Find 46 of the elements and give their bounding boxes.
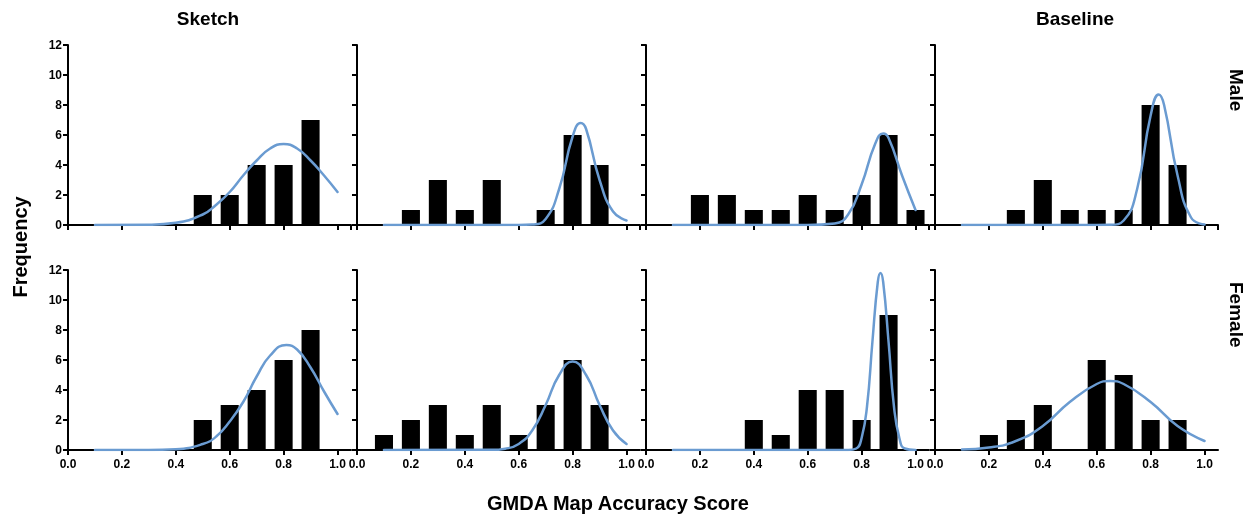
y-tick-label: 0 [55,443,63,457]
y-tick-label: 8 [55,323,63,337]
chart-title: Sketch [176,8,240,29]
y-tick-label: 6 [55,128,63,142]
x-tick-label: 0.4 [167,457,185,471]
y-tick-label: 2 [55,413,63,427]
x-tick-label: 0.4 [1034,457,1052,471]
y-axis-title: Frequency [8,196,32,298]
x-tick-label: 0.6 [221,457,239,471]
x-tick-label: 0.0 [348,457,366,471]
x-tick-label: 0.8 [1142,457,1160,471]
y-tick-label: 4 [55,383,63,397]
y-tick-label: 0 [55,218,63,232]
x-tick-label: 0.2 [691,457,709,471]
x-tick-label: 0.8 [275,457,293,471]
y-tick-label: 10 [48,293,63,307]
x-tick-label: 1.0 [329,457,347,471]
x-tick-label: 1.0 [1196,457,1214,471]
x-tick-label: 0.6 [510,457,528,471]
x-tick-label: 0.0 [926,457,944,471]
y-tick-label: 4 [55,158,63,172]
chart-title: Baseline [1035,8,1115,29]
x-tick-label: 0.8 [853,457,871,471]
x-axis-title: GMDA Map Accuracy Score [487,492,749,514]
y-tick-label: 2 [55,188,63,202]
x-tick-label: 0.8 [564,457,582,471]
x-tick-label: 0.0 [637,457,655,471]
x-tick-label: 1.0 [907,457,925,471]
x-tick-label: 0.2 [113,457,131,471]
y-tick-label: 8 [55,98,63,112]
y2-axis-title: Male [1225,67,1248,114]
x-tick-label: 0.6 [799,457,817,471]
x-tick-label: 0.4 [456,457,474,471]
x-tick-label: 0.2 [980,457,998,471]
y-tick-label: 6 [55,353,63,367]
line-series [93,343,339,452]
x-tick-label: 0.6 [1088,457,1106,471]
y-tick-label: 10 [48,68,63,82]
x-tick-label: 0.4 [745,457,763,471]
y-tick-label: 12 [48,38,63,52]
x-tick-label: 1.0 [618,457,636,471]
line-series [93,142,339,227]
x-tick-label: 0.2 [402,457,420,471]
x-tick-label: 0.0 [59,457,77,471]
y2-axis-title: Female [1225,281,1248,350]
y-tick-label: 12 [48,263,63,277]
